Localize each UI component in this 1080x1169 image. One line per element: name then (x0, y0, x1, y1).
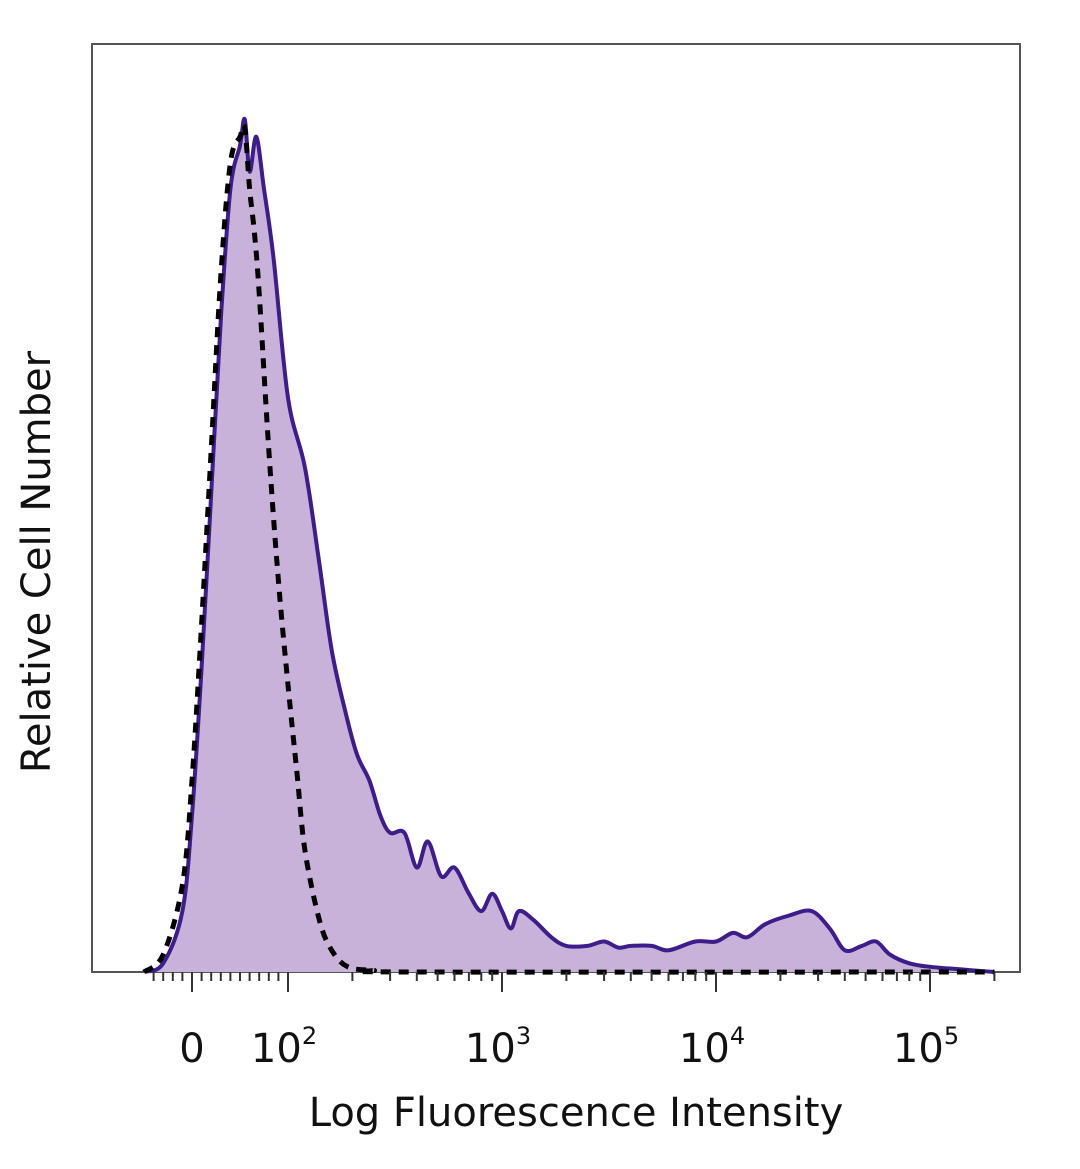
x-axis-tick-labels: 0 102 103 104 105 (179, 1022, 959, 1072)
x-tick-label: 105 (893, 1022, 959, 1072)
x-tick-label: 0 (179, 1026, 204, 1072)
x-axis-ticks (152, 972, 996, 992)
x-tick-label: 104 (679, 1022, 745, 1072)
x-axis-label: Log Fluorescence Intensity (309, 1090, 844, 1136)
x-tick-label: 103 (465, 1022, 531, 1072)
series-1-line (143, 116, 995, 974)
series-2-line (142, 122, 995, 975)
x-tick-label: 102 (251, 1022, 317, 1072)
series-layer (142, 116, 995, 975)
y-axis-label: Relative Cell Number (14, 350, 60, 773)
